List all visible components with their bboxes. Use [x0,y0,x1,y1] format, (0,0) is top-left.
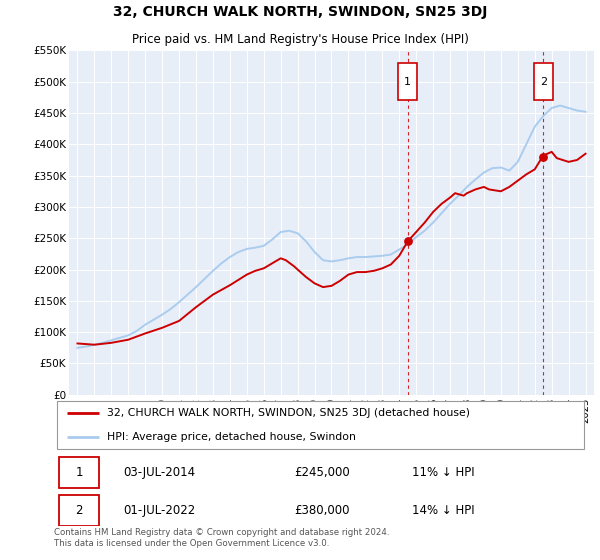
Text: 01-JUL-2022: 01-JUL-2022 [124,504,196,517]
Text: HPI: Average price, detached house, Swindon: HPI: Average price, detached house, Swin… [107,432,356,442]
Text: 2: 2 [76,504,83,517]
Text: 03-JUL-2014: 03-JUL-2014 [124,466,196,479]
Text: 32, CHURCH WALK NORTH, SWINDON, SN25 3DJ (detached house): 32, CHURCH WALK NORTH, SWINDON, SN25 3DJ… [107,408,470,418]
Text: 32, CHURCH WALK NORTH, SWINDON, SN25 3DJ: 32, CHURCH WALK NORTH, SWINDON, SN25 3DJ [113,5,487,19]
FancyBboxPatch shape [59,457,100,488]
Text: 14% ↓ HPI: 14% ↓ HPI [412,504,475,517]
Text: £380,000: £380,000 [295,504,350,517]
Text: Contains HM Land Registry data © Crown copyright and database right 2024.
This d: Contains HM Land Registry data © Crown c… [54,528,389,548]
FancyBboxPatch shape [398,63,417,100]
FancyBboxPatch shape [534,63,553,100]
Text: 11% ↓ HPI: 11% ↓ HPI [412,466,475,479]
Point [538,152,548,161]
Point [403,237,413,246]
Text: £245,000: £245,000 [295,466,350,479]
Text: Price paid vs. HM Land Registry's House Price Index (HPI): Price paid vs. HM Land Registry's House … [131,32,469,45]
FancyBboxPatch shape [56,401,584,449]
Text: 1: 1 [76,466,83,479]
Text: 2: 2 [539,77,547,87]
FancyBboxPatch shape [59,495,100,526]
Text: 1: 1 [404,77,411,87]
